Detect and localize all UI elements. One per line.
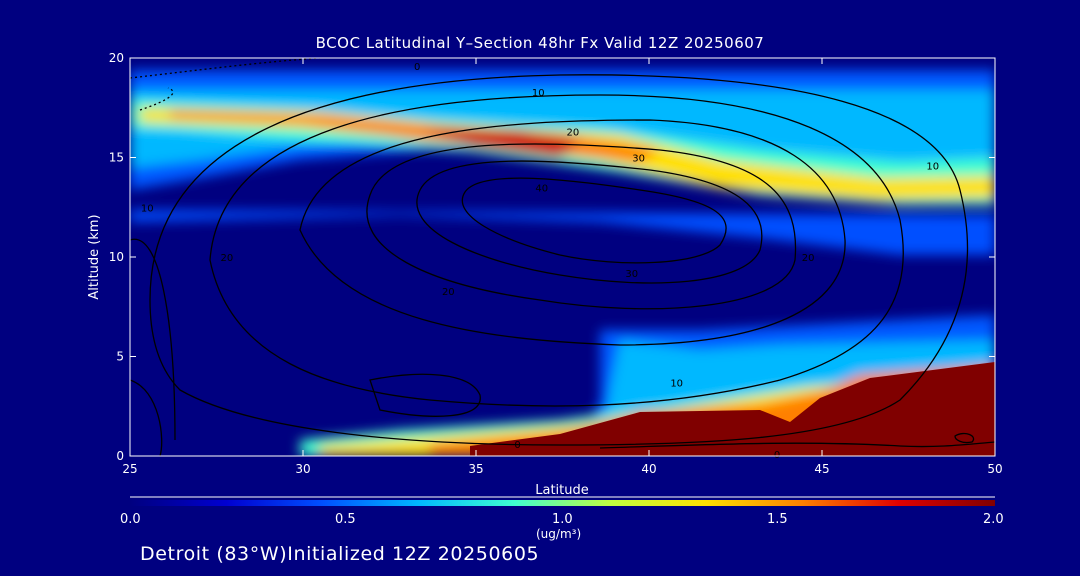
contour-line [209,94,904,407]
contour-label: 20 [221,253,234,264]
concentration-field [130,58,995,456]
y-tick-label: 20 [109,51,124,65]
colorbar-tick-label: 2.0 [983,512,1004,527]
contour-line [416,160,763,284]
contour-line [149,74,969,446]
contour-label: 20 [802,253,815,264]
contour-line [366,143,797,310]
colorbar [130,496,995,506]
contour-label: 0 [414,62,420,73]
field-layer-upper-red [420,128,580,158]
colorbar-gradient [130,500,995,506]
contour-line [461,177,727,264]
x-tick-label: 50 [987,462,1002,476]
contour-label: 30 [632,154,645,165]
x-tick-label: 35 [468,462,483,476]
y-axis-label: Altitude (km) [87,214,102,299]
contour-label: 20 [567,128,580,139]
contour-line [299,119,846,346]
contour-line [369,373,481,417]
colorbar-tick-label: 1.0 [552,512,573,527]
contour-label: 10 [532,88,545,99]
contour-label: 30 [625,269,638,280]
y-tick-label: 15 [109,151,124,165]
x-axis-label: Latitude [535,483,589,498]
x-tick-label: 40 [641,462,656,476]
chart-title: BCOC Latitudinal Y–Section 48hr Fx Valid… [315,34,765,52]
contour-label: 0 [514,440,520,451]
contour-label: 10 [141,203,154,214]
x-tick-label: 30 [295,462,310,476]
contour-label: 20 [442,287,455,298]
colorbar-unit-label: (ug/m³) [536,527,582,541]
y-tick-label: 0 [116,449,124,463]
y-tick-label: 10 [109,250,124,264]
x-tick-label: 45 [814,462,829,476]
contour-lines [130,58,995,456]
contour-label: 10 [926,161,939,172]
x-axis: 25 30 35 40 45 50 [122,58,1003,476]
colorbar-tick-label: 0.5 [335,512,356,527]
y-tick-label: 5 [116,350,124,364]
contour-line [954,432,975,444]
footer-text: Detroit (83°W)Initialized 12Z 20250605 [140,543,540,565]
colorbar-tick-label: 1.5 [767,512,788,527]
contour-line [599,441,995,449]
contour-label: 10 [670,378,683,389]
field-layer-mid-band [130,210,995,255]
field-layer-plume-maroon [470,362,995,456]
y-axis: 0 5 10 15 20 [109,51,995,463]
colorbar-tick-label: 0.0 [120,512,141,527]
x-tick-label: 25 [122,462,137,476]
contour-line [130,238,176,456]
contour-label: 40 [535,183,548,194]
